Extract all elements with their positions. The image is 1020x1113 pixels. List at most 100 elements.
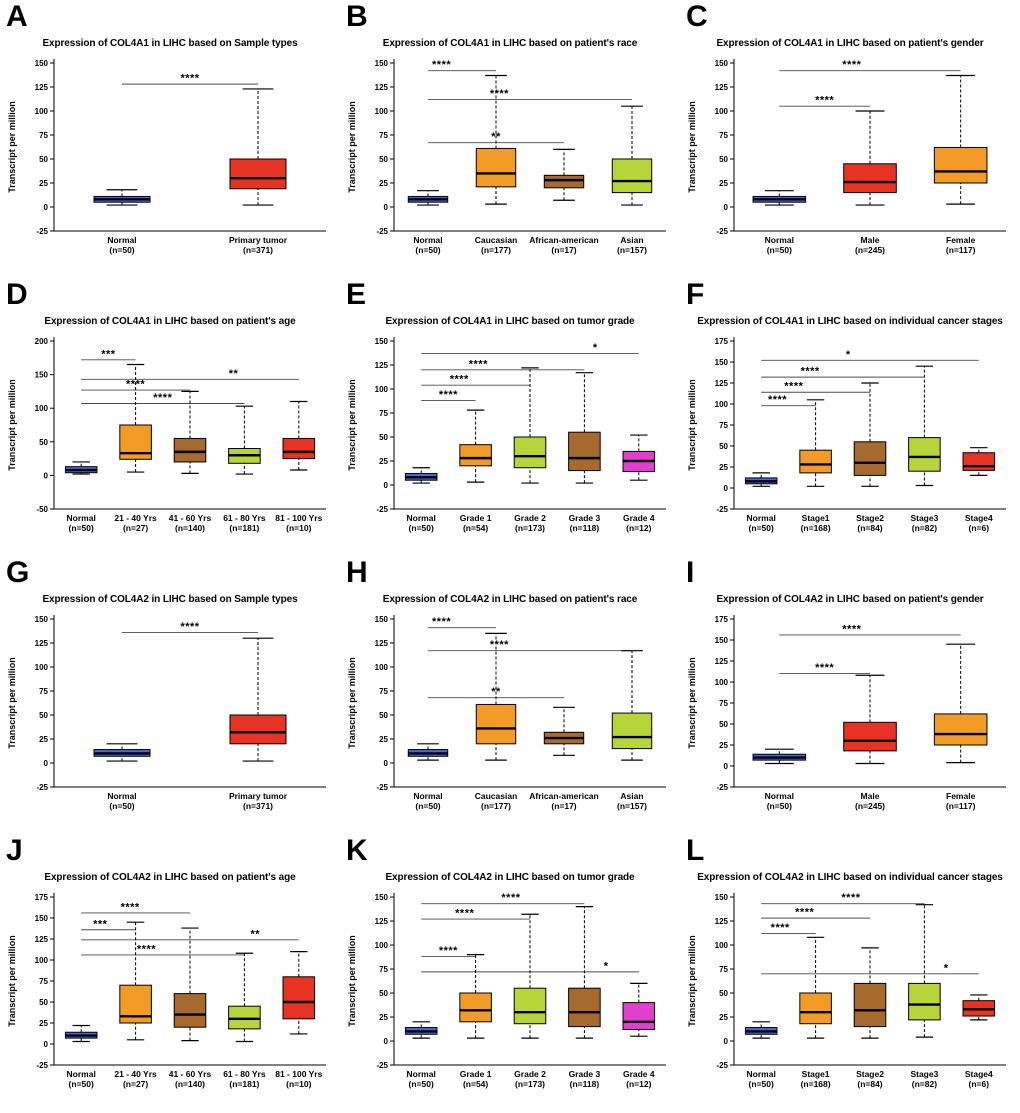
- y-tick-label: -25: [716, 783, 728, 792]
- y-tick-label: 50: [39, 155, 48, 164]
- significance-stars: ****: [121, 901, 140, 913]
- y-tick-label: -25: [716, 1061, 728, 1070]
- y-tick-label: 25: [39, 1019, 48, 1028]
- box-stage3: [908, 982, 941, 1021]
- box-stage1: [799, 449, 832, 474]
- y-axis-title: Transcript per million: [7, 657, 17, 749]
- group-label: Stage3: [910, 513, 938, 523]
- panel-K: K Expression of COL4A2 in LIHC based on t…: [340, 834, 680, 1112]
- group-n-label: (n=118): [570, 523, 600, 533]
- y-tick-label: 125: [375, 83, 389, 92]
- group-n-label: (n=140): [175, 523, 205, 533]
- group-n-label: (n=177): [481, 245, 511, 255]
- significance-stars: ****: [137, 943, 156, 955]
- group-label: Caucasian: [475, 791, 518, 801]
- y-tick-label: 125: [375, 361, 389, 370]
- y-axis-title: Transcript per million: [347, 379, 357, 471]
- significance-stars: ****: [126, 379, 145, 391]
- group-n-label: (n=17): [551, 245, 576, 255]
- y-tick-label: -25: [376, 1061, 388, 1070]
- significance-stars: ***: [93, 918, 108, 930]
- group-label: Grade 1: [460, 1069, 492, 1079]
- y-tick-label: 100: [35, 956, 49, 965]
- y-tick-label: -25: [716, 505, 728, 514]
- group-n-label: (n=168): [801, 523, 831, 533]
- group-label: Female: [946, 791, 976, 801]
- group-label: Normal: [413, 791, 442, 801]
- y-tick-label: 25: [719, 179, 728, 188]
- y-tick-label: 125: [375, 639, 389, 648]
- panel-I: I Expression of COL4A2 in LIHC based on p…: [680, 556, 1020, 834]
- box-primary-tumor: [229, 158, 287, 190]
- y-tick-label: 75: [39, 131, 48, 140]
- y-tick-label: 25: [719, 1013, 728, 1022]
- group-n-label: (n=50): [69, 523, 94, 533]
- y-tick-label: 75: [719, 699, 728, 708]
- panel-title: Expression of COL4A2 in LIHC based on pa…: [382, 594, 638, 605]
- significance-stars: ****: [490, 639, 509, 651]
- group-label: Normal: [67, 1069, 96, 1079]
- y-tick-label: 150: [35, 371, 49, 380]
- box-41-60-yrs: [173, 437, 207, 463]
- y-tick-label: -25: [716, 227, 728, 236]
- y-tick-label: 125: [715, 379, 729, 388]
- group-label: Stage4: [965, 513, 993, 523]
- group-n-label: (n=50): [767, 801, 792, 811]
- group-n-label: (n=245): [855, 245, 885, 255]
- group-label: Primary tumor: [229, 235, 288, 245]
- significance-stars: ****: [771, 922, 790, 934]
- y-tick-label: 100: [35, 404, 49, 413]
- y-axis-title: Transcript per million: [7, 101, 17, 193]
- boxplot-D: -50 0 50 100 150 200 Transcript per million Nor…: [7, 337, 326, 533]
- box-grade-3: [568, 431, 601, 472]
- significance-stars: ****: [801, 366, 820, 378]
- y-axis-title: Transcript per million: [687, 101, 697, 193]
- group-n-label: (n=181): [229, 523, 259, 533]
- group-n-label: (n=50): [767, 245, 792, 255]
- y-tick-label: 25: [379, 735, 388, 744]
- y-tick-label: -25: [376, 505, 388, 514]
- significance-stars: ****: [815, 95, 834, 107]
- y-tick-label: 200: [35, 337, 49, 346]
- group-label: 81 - 100 Yrs: [275, 513, 322, 523]
- box-grade-1: [459, 992, 492, 1023]
- group-n-label: (n=84): [857, 1079, 882, 1089]
- y-tick-label: -25: [36, 783, 48, 792]
- panel-L: L Expression of COL4A2 in LIHC based on i…: [680, 834, 1020, 1112]
- significance-stars: ****: [795, 907, 814, 919]
- y-tick-label: 50: [39, 998, 48, 1007]
- group-n-label: (n=117): [946, 801, 976, 811]
- y-tick-label: 100: [35, 663, 49, 672]
- group-n-label: (n=173): [515, 523, 545, 533]
- group-n-label: (n=50): [749, 523, 774, 533]
- significance-stars: **: [491, 131, 501, 143]
- panel-letter-B: B: [346, 0, 368, 33]
- panel-title: Expression of COL4A1 in LIHC based on pa…: [716, 38, 984, 49]
- panel-C: C Expression of COL4A1 in LIHC based on p…: [680, 0, 1020, 278]
- panel-title: Expression of COL4A1 in LIHC based on Sa…: [42, 38, 298, 49]
- group-label: African-american: [529, 235, 598, 245]
- y-tick-label: 0: [44, 203, 49, 212]
- y-tick-label: 150: [375, 59, 389, 68]
- panel-J: J Expression of COL4A2 in LIHC based on p…: [0, 834, 340, 1112]
- box-stage1: [799, 992, 832, 1025]
- boxplot-G: -25 0 25 50 75 100 125 150 Transcript per millio…: [7, 615, 326, 811]
- panel-letter-F: F: [686, 278, 705, 311]
- y-tick-label: 75: [379, 131, 388, 140]
- significance-stars: ****: [784, 381, 803, 393]
- y-tick-label: 25: [379, 457, 388, 466]
- group-n-label: (n=118): [570, 1079, 600, 1089]
- y-tick-label: 25: [39, 735, 48, 744]
- panel-title: Expression of COL4A2 in LIHC based on in…: [697, 872, 1003, 883]
- significance-stars: **: [229, 368, 239, 380]
- y-tick-label: 125: [715, 657, 729, 666]
- y-tick-label: 100: [375, 663, 389, 672]
- y-axis-title: Transcript per million: [687, 379, 697, 471]
- group-n-label: (n=10): [286, 523, 311, 533]
- panel-D: D Expression of COL4A1 in LIHC based on p…: [0, 278, 340, 556]
- box-primary-tumor: [229, 714, 287, 745]
- significance-stars: ****: [180, 73, 199, 85]
- panel-H: H Expression of COL4A2 in LIHC based on p…: [340, 556, 680, 834]
- panel-title: Expression of COL4A2 in LIHC based on pa…: [716, 594, 984, 605]
- group-n-label: (n=54): [463, 1079, 488, 1089]
